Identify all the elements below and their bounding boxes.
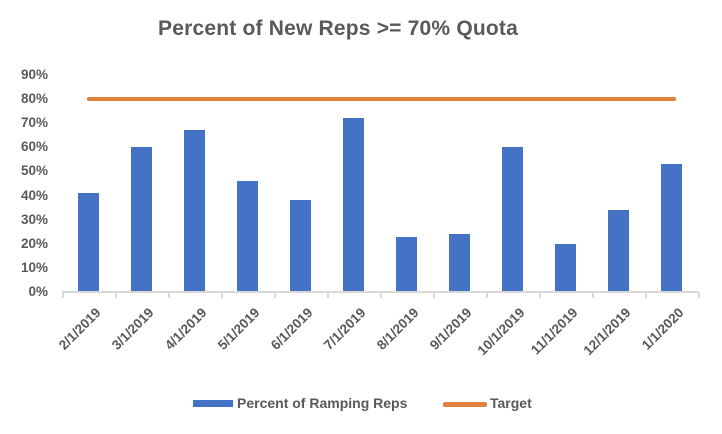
legend-bar-swatch	[193, 400, 233, 407]
x-axis-tick-mark	[221, 292, 223, 298]
bar-7/1/2019	[343, 118, 364, 291]
x-axis-tick-mark	[698, 292, 700, 298]
y-axis-tick-label: 90%	[20, 66, 48, 82]
bar-2/1/2019	[78, 193, 99, 291]
bar-5/1/2019	[237, 181, 258, 291]
x-axis-tick-mark	[380, 292, 382, 298]
bar-11/1/2019	[555, 243, 576, 291]
x-axis-tick-mark	[168, 292, 170, 298]
bar-1/1/2020	[661, 164, 682, 291]
y-axis-tick-label: 0%	[28, 284, 48, 299]
x-axis-tick-mark	[115, 292, 117, 298]
bar-10/1/2019	[502, 147, 523, 291]
y-axis-tick-label: 30%	[20, 211, 48, 227]
bar-6/1/2019	[290, 200, 311, 291]
legend-target-line-swatch	[443, 402, 487, 407]
y-axis-tick-label: 40%	[20, 187, 48, 203]
x-axis-tick-mark	[592, 292, 594, 298]
x-axis-tick-mark	[539, 292, 541, 298]
x-axis-tick-mark	[274, 292, 276, 298]
x-axis-tick-mark	[486, 292, 488, 298]
y-axis-tick-label: 20%	[20, 235, 48, 251]
chart-title: Percent of New Reps >= 70% Quota	[157, 17, 519, 40]
bar-9/1/2019	[449, 234, 470, 291]
x-axis-tick-mark	[433, 292, 435, 298]
y-axis-tick-label: 50%	[20, 163, 48, 179]
x-axis-tick-mark	[62, 292, 64, 298]
y-axis-tick-label: 80%	[20, 91, 48, 106]
bar-3/1/2019	[131, 147, 152, 291]
bar-12/1/2019	[608, 209, 629, 291]
y-axis-tick-label: 70%	[20, 115, 48, 131]
legend-label-ramping-reps: Percent of Ramping Reps	[237, 395, 408, 411]
legend: Percent of Ramping Reps Target	[0, 390, 722, 424]
bar-8/1/2019	[396, 236, 417, 291]
target-line	[86, 96, 676, 102]
bar-4/1/2019	[184, 130, 205, 291]
x-axis-tick-mark	[645, 292, 647, 298]
legend-label-target: Target	[490, 395, 532, 411]
y-axis-tick-label: 10%	[20, 259, 48, 275]
y-axis-tick-label: 60%	[20, 139, 48, 155]
x-axis-tick-mark	[327, 292, 329, 298]
